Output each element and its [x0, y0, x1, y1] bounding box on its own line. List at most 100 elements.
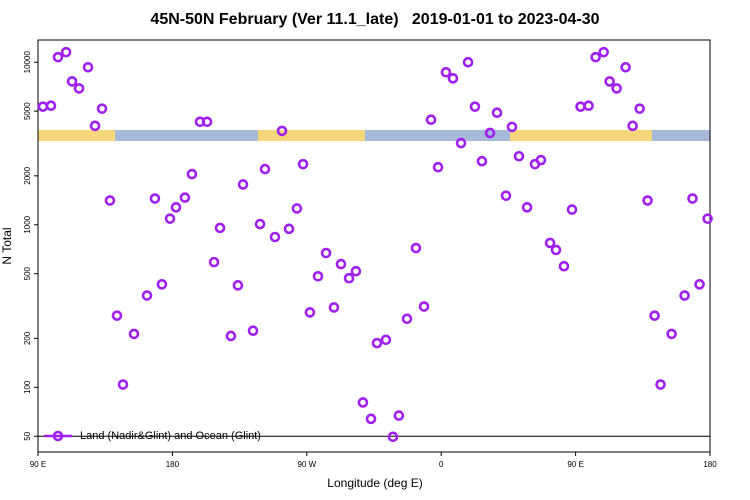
data-point [550, 244, 562, 256]
data-point [254, 218, 266, 230]
data-point [237, 179, 249, 190]
data-point [484, 127, 496, 139]
data-point [642, 195, 653, 206]
data-point [500, 190, 512, 201]
data-point [304, 307, 316, 318]
data-point [66, 76, 78, 87]
data-point [590, 51, 601, 63]
land-band [258, 130, 365, 141]
data-point [469, 101, 481, 112]
data-point [371, 337, 383, 349]
y-tick-label: 5000 [23, 102, 32, 120]
data-point [521, 202, 533, 213]
y-tick-label: 50 [23, 431, 32, 440]
data-point [425, 114, 437, 125]
data-point [380, 334, 392, 346]
data-point [291, 203, 303, 214]
chart-title: 45N-50N February (Ver 11.1_late) 2019-01… [150, 11, 599, 28]
data-point [455, 137, 467, 149]
data-point [365, 413, 377, 425]
x-tick-label: 0 [439, 460, 444, 469]
x-tick-label: 90 W [297, 460, 316, 469]
data-point [73, 83, 85, 94]
data-point [634, 103, 645, 114]
data-point [52, 51, 64, 63]
data-point [583, 100, 594, 112]
data-point [312, 270, 324, 282]
data-point [247, 325, 259, 337]
ocean-band [365, 130, 510, 141]
data-point [687, 193, 698, 204]
x-tick-label: 180 [703, 460, 717, 469]
data-point [111, 310, 123, 321]
data-point [179, 192, 191, 203]
y-tick-label: 10000 [23, 51, 32, 74]
data-point [89, 120, 101, 132]
data-point [170, 202, 182, 213]
data-point [535, 154, 547, 166]
data-point [566, 204, 578, 215]
land-ocean-strip [38, 130, 710, 141]
data-point [201, 116, 213, 128]
data-point [164, 213, 176, 224]
data-point [410, 242, 422, 254]
x-tick-label: 90 E [567, 460, 583, 469]
data-point [320, 247, 332, 259]
data-point [679, 290, 690, 301]
data-point [357, 397, 369, 408]
data-point [117, 379, 129, 390]
data-point [96, 103, 108, 114]
data-point [82, 61, 94, 73]
data-point [225, 330, 237, 342]
data-point [620, 61, 631, 73]
data-point [297, 158, 309, 170]
data-point [283, 223, 295, 235]
x-axis-label: Longitude (deg E) [327, 476, 422, 490]
data-point [45, 100, 57, 112]
x-tick-label: 180 [166, 460, 180, 469]
data-point [604, 76, 615, 87]
data-point [440, 66, 452, 78]
data-point [128, 328, 140, 340]
data-point [232, 280, 244, 291]
data-point [259, 163, 271, 175]
data-point [141, 290, 153, 301]
y-tick-label: 2000 [23, 166, 32, 184]
data-point [276, 125, 288, 137]
data-point [269, 231, 281, 243]
data-point [506, 121, 518, 133]
data-point [418, 301, 430, 312]
data-point [328, 302, 340, 313]
land-band [38, 130, 115, 141]
y-tick-label: 100 [23, 380, 32, 394]
data-point [513, 150, 525, 162]
y-axis-label: N Total [0, 227, 14, 264]
data-point [149, 193, 161, 204]
data-point [350, 265, 362, 277]
data-point [666, 328, 677, 340]
data-point [186, 168, 198, 180]
data-point [401, 313, 413, 325]
data-point [208, 256, 220, 268]
data-point [432, 161, 444, 173]
data-point [627, 120, 638, 132]
data-point [335, 258, 347, 270]
data-point [387, 431, 399, 443]
data-point [447, 73, 459, 84]
data-point [104, 195, 116, 206]
y-tick-label: 1000 [23, 215, 32, 233]
data-point [649, 310, 660, 321]
data-point [214, 222, 226, 234]
x-tick-label: 90 E [30, 460, 46, 469]
y-tick-label: 500 [23, 266, 32, 280]
legend-label: Land (Nadir&Glint) and Ocean (Glint) [80, 430, 261, 442]
data-point [343, 272, 355, 284]
y-tick-label: 200 [23, 331, 32, 345]
data-point [476, 155, 488, 167]
data-point [60, 46, 72, 58]
data-point [598, 46, 609, 58]
data-point [156, 279, 168, 290]
legend-marker [52, 430, 64, 442]
plot-frame [37, 39, 711, 453]
